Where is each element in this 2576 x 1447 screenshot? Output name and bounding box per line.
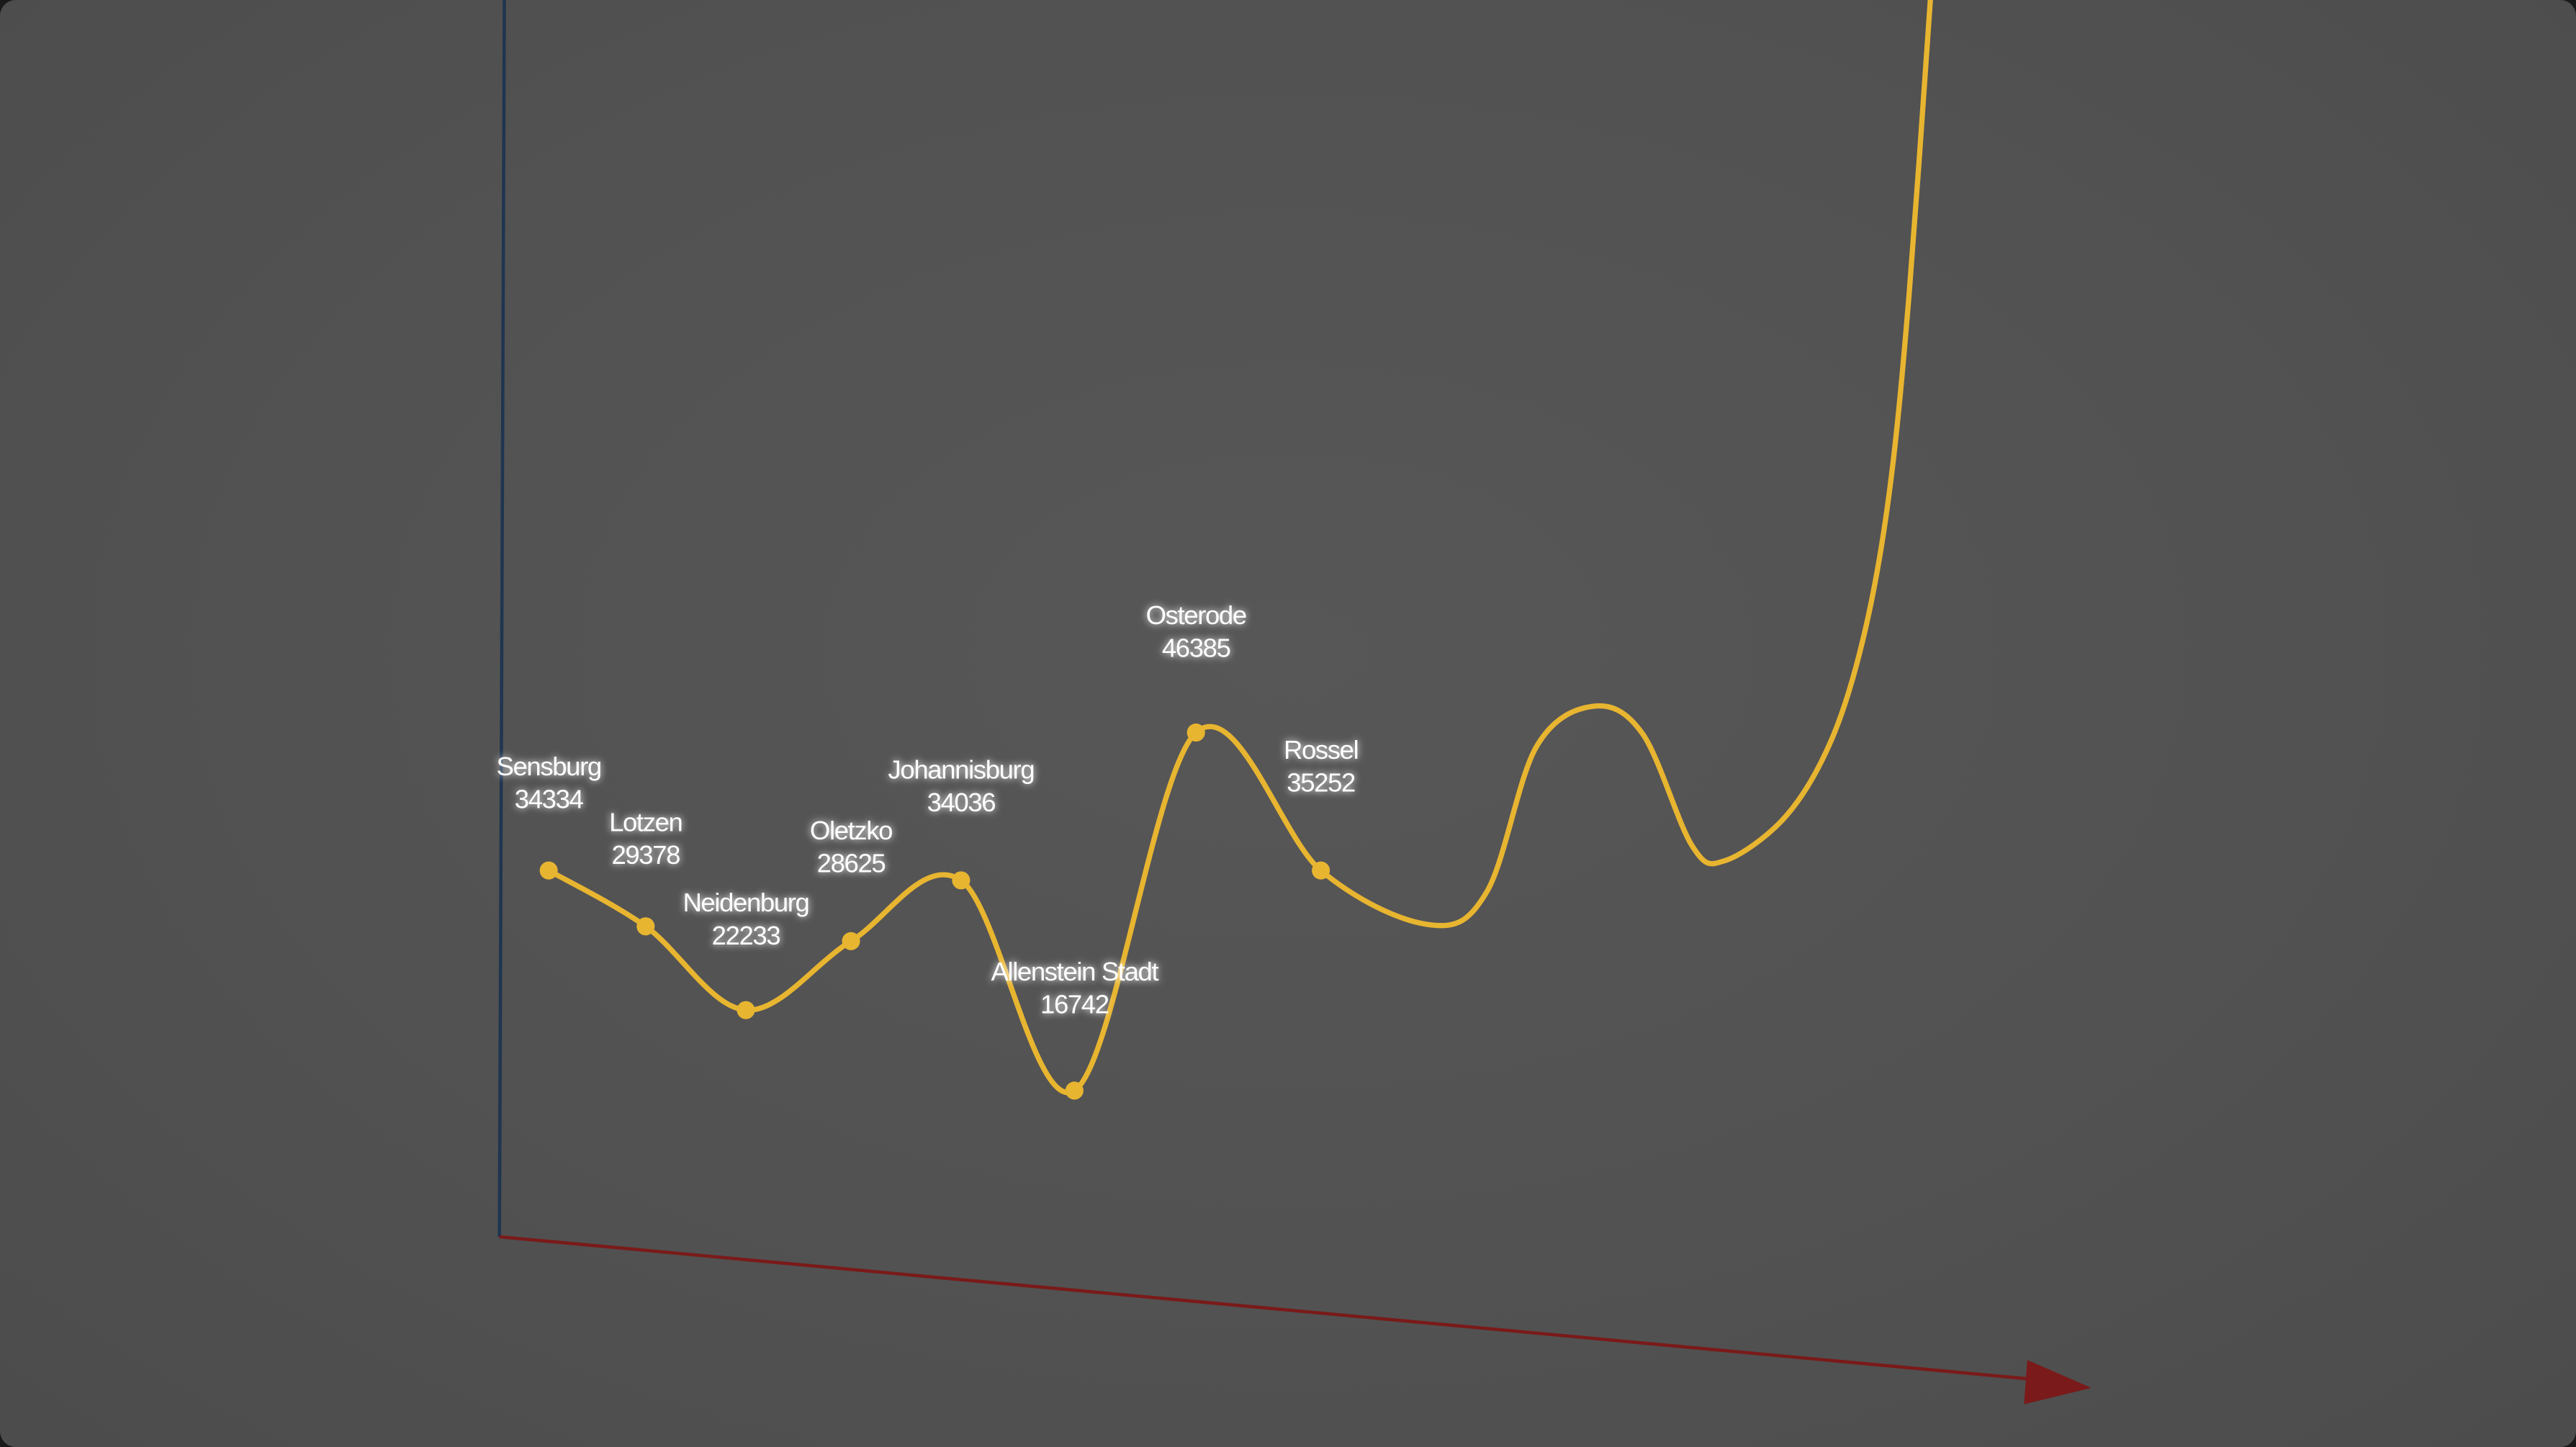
data-point	[636, 917, 655, 936]
data-label-name: Rossel	[1284, 735, 1358, 765]
data-label-name: Lotzen	[609, 807, 682, 837]
data-point	[1065, 1081, 1084, 1100]
data-label-value: 29378	[611, 840, 680, 870]
data-label-name: Neidenburg	[683, 888, 809, 917]
data-point	[952, 871, 970, 890]
data-label-value: 16742	[1040, 990, 1109, 1019]
data-label-name: Osterode	[1146, 600, 1246, 630]
data-label-value: 34036	[927, 788, 996, 817]
data-label-value: 46385	[1162, 634, 1230, 663]
x-axis-arrowhead	[2024, 1360, 2091, 1405]
data-point	[539, 861, 558, 880]
data-label-value: 22233	[712, 921, 780, 950]
data-label-name: Oletzko	[810, 816, 892, 845]
data-point	[1312, 861, 1330, 880]
data-point	[737, 1001, 755, 1019]
data-label-value: 35252	[1287, 768, 1355, 798]
data-label-name: Johannisburg	[888, 754, 1035, 784]
data-label-value: 34334	[515, 784, 584, 813]
data-label-value: 28625	[817, 848, 886, 878]
data-point	[842, 932, 860, 950]
data-label-name: Allenstein Stadt	[991, 957, 1158, 986]
y-axis	[497, 0, 506, 1237]
x-axis	[499, 1235, 2037, 1381]
data-label-name: Sensburg	[496, 752, 600, 781]
series-line	[546, 0, 1933, 1096]
data-point	[1186, 724, 1205, 742]
